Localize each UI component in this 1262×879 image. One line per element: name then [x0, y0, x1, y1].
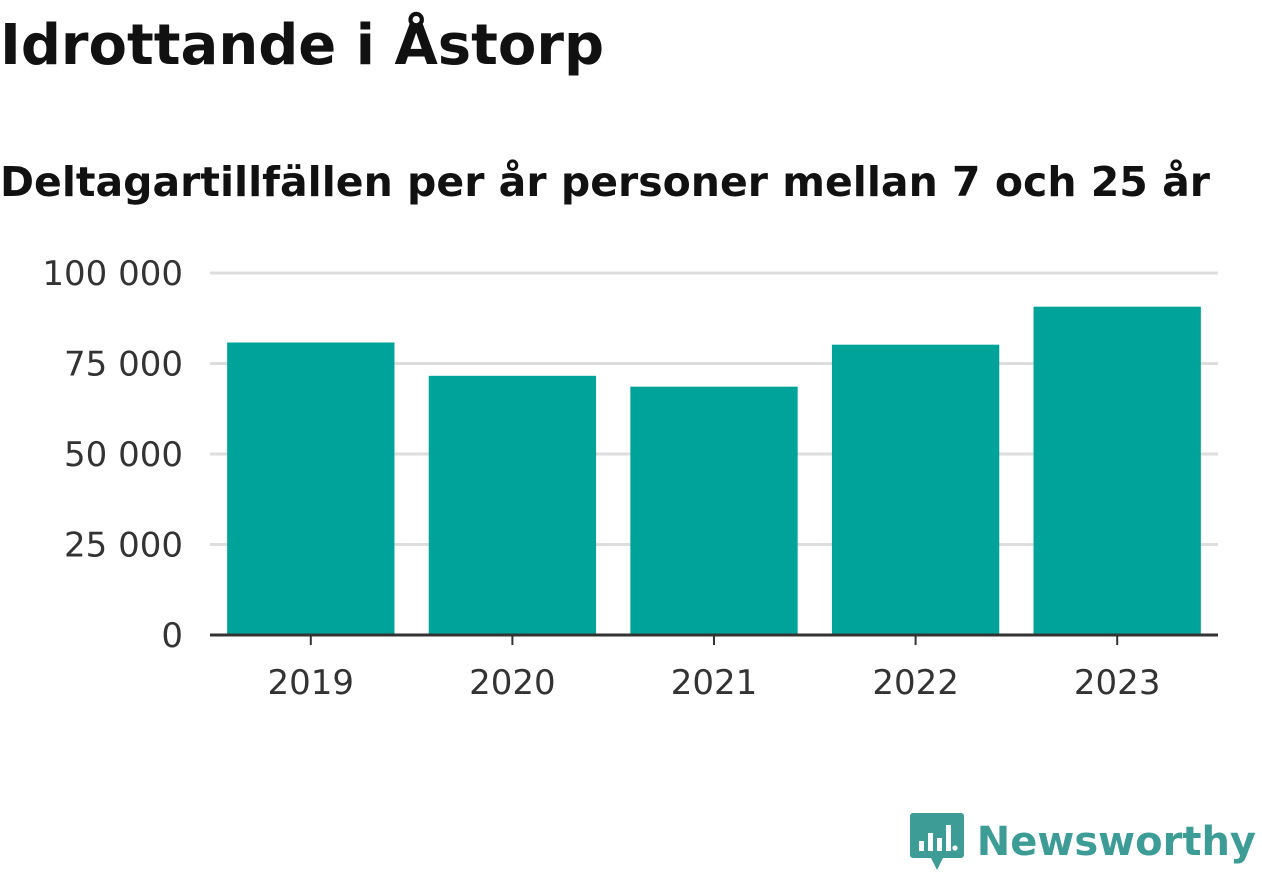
x-axis [210, 633, 1218, 645]
bar-2020 [428, 375, 597, 635]
y-tick-label: 25 000 [64, 526, 183, 566]
bars [227, 306, 1201, 635]
bar-2022 [831, 344, 1000, 635]
newsworthy-logo-icon [909, 813, 964, 870]
y-tick-label: 75 000 [64, 345, 183, 385]
x-tick-label: 2019 [268, 663, 355, 703]
x-axis-tick-labels: 2019 2020 2021 2022 2023 [268, 663, 1161, 703]
y-tick-label: 50 000 [64, 435, 183, 475]
bar-2021 [630, 386, 798, 635]
bar-2019 [227, 342, 395, 635]
y-axis-tick-labels: 0 25 000 50 000 75 000 100 000 [42, 254, 183, 656]
x-tick-label: 2022 [872, 663, 959, 703]
newsworthy-brand: Newsworthy [909, 811, 1256, 873]
y-tick-label: 0 [161, 616, 183, 656]
bar-2023 [1033, 306, 1201, 635]
x-tick-label: 2023 [1074, 663, 1161, 703]
x-tick-label: 2021 [671, 663, 758, 703]
chart-title: Idrottande i Åstorp [0, 13, 605, 78]
chart-subtitle: Deltagartillfällen per år personer mella… [0, 158, 1211, 206]
y-tick-label: 100 000 [42, 254, 183, 294]
x-tick-label: 2020 [469, 663, 556, 703]
brand-name: Newsworthy [976, 819, 1256, 865]
